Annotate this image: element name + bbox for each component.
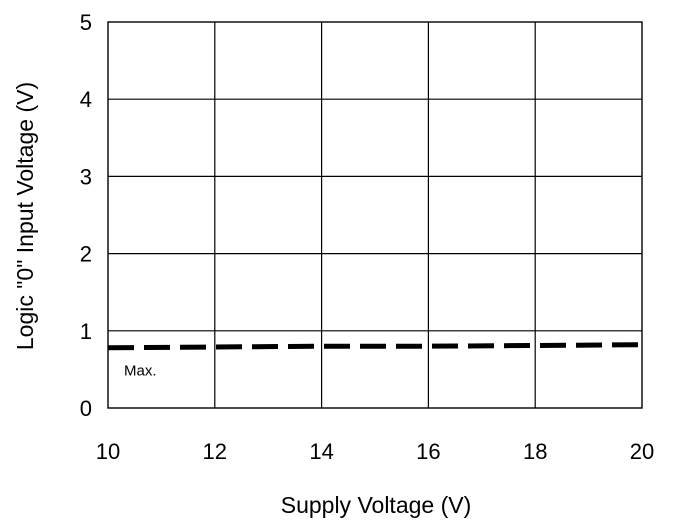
y-tick-label-4: 4 bbox=[80, 87, 92, 112]
annotation-0: Max. bbox=[124, 363, 157, 380]
y-tick-label-3: 3 bbox=[80, 164, 92, 189]
y-tick-label-5: 5 bbox=[80, 10, 92, 35]
y-tick-label-1: 1 bbox=[80, 319, 92, 344]
x-tick-label-1: 12 bbox=[203, 439, 227, 464]
series bbox=[107, 342, 643, 351]
plot-border bbox=[107, 21, 643, 409]
x-tick-labels: 10 12 14 16 18 20 bbox=[96, 439, 654, 464]
y-tick-labels: 0 1 2 3 4 5 bbox=[80, 10, 92, 421]
grid bbox=[108, 22, 642, 408]
annotations: Max. bbox=[124, 363, 157, 380]
series-line-0 bbox=[107, 342, 643, 351]
x-tick-label-3: 16 bbox=[416, 439, 440, 464]
x-tick-label-0: 10 bbox=[96, 439, 120, 464]
x-tick-label-4: 18 bbox=[523, 439, 547, 464]
plot-frame bbox=[107, 21, 643, 409]
x-axis-label: Supply Voltage (V) bbox=[281, 492, 472, 518]
y-axis-label: Logic "0" Input Voltage (V) bbox=[12, 82, 38, 350]
y-tick-label-2: 2 bbox=[80, 242, 92, 267]
x-tick-label-2: 14 bbox=[309, 439, 333, 464]
y-tick-label-0: 0 bbox=[80, 396, 92, 421]
x-tick-label-5: 20 bbox=[630, 439, 654, 464]
